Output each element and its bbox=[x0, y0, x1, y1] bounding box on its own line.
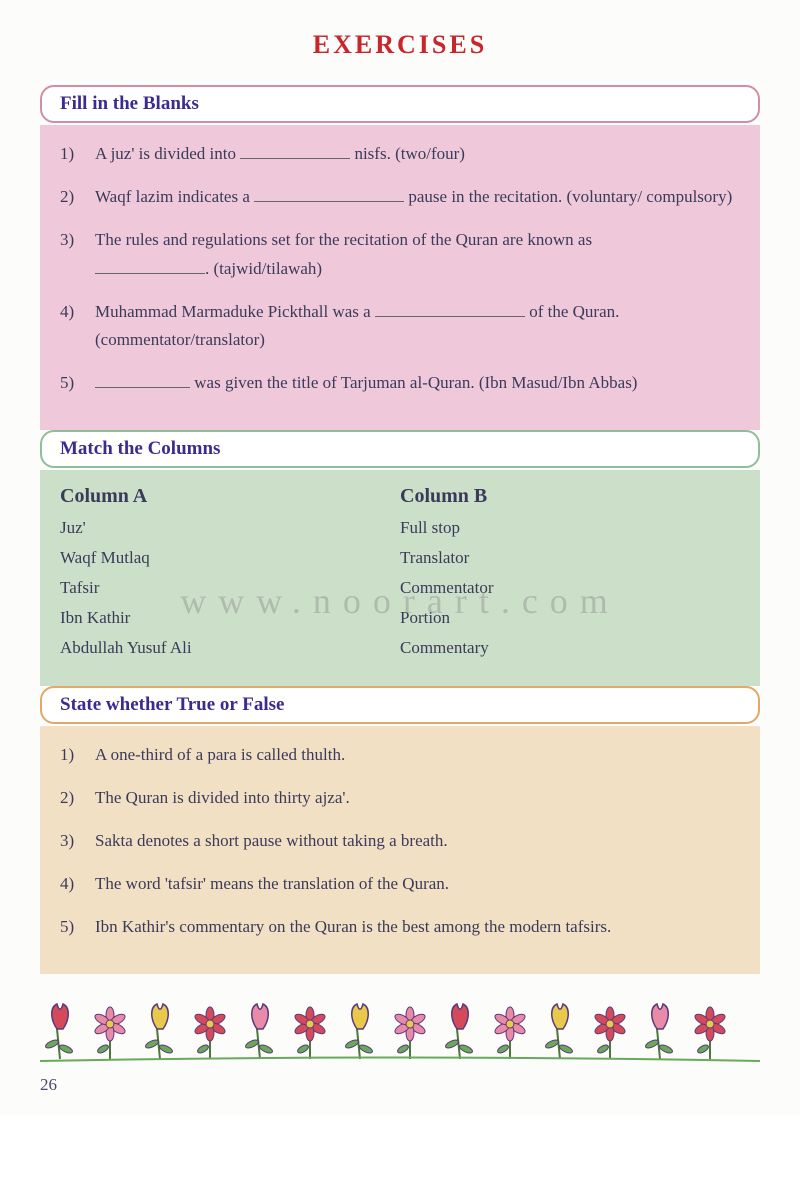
col-b-header: Column B bbox=[400, 485, 740, 508]
item-text: Ibn Kathir's commentary on the Quran is … bbox=[95, 913, 740, 942]
fill-blank-item: 4)Muhammad Marmaduke Pickthall was a of … bbox=[60, 298, 740, 356]
fill-blanks-header: Fill in the Blanks bbox=[40, 85, 760, 123]
item-number: 5) bbox=[60, 369, 95, 398]
true-false-item: 1)A one-third of a para is called thulth… bbox=[60, 741, 740, 770]
match-item-a: Juz' bbox=[60, 518, 400, 538]
item-number: 4) bbox=[60, 870, 95, 899]
fill-blank-item: 1)A juz' is divided into nisfs. (two/fou… bbox=[60, 140, 740, 169]
fill-blank-item: 2)Waqf lazim indicates a pause in the re… bbox=[60, 183, 740, 212]
item-text: A one-third of a para is called thulth. bbox=[95, 741, 740, 770]
match-item-a: Ibn Kathir bbox=[60, 608, 400, 628]
true-false-item: 2)The Quran is divided into thirty ajza'… bbox=[60, 784, 740, 813]
true-false-header: State whether True or False bbox=[40, 686, 760, 724]
item-number: 4) bbox=[60, 298, 95, 356]
item-text: Sakta denotes a short pause without taki… bbox=[95, 827, 740, 856]
match-item-b: Commentator bbox=[400, 578, 740, 598]
item-text: The rules and regulations set for the re… bbox=[95, 226, 740, 284]
match-col-b: Column B Full stop Translator Commentator P… bbox=[400, 485, 740, 668]
fill-blank-item: 3)The rules and regulations set for the … bbox=[60, 226, 740, 284]
item-text: The word 'tafsir' means the translation … bbox=[95, 870, 740, 899]
item-number: 3) bbox=[60, 827, 95, 856]
match-col-a: Column A Juz' Waqf Mutlaq Tafsir Ibn Kathir… bbox=[60, 485, 400, 668]
match-item-a: Abdullah Yusuf Ali bbox=[60, 638, 400, 658]
fill-blanks-body: 1)A juz' is divided into nisfs. (two/fou… bbox=[40, 125, 760, 430]
match-item-b: Commentary bbox=[400, 638, 740, 658]
item-text: The Quran is divided into thirty ajza'. bbox=[95, 784, 740, 813]
match-item-b: Portion bbox=[400, 608, 740, 628]
match-item-a: Tafsir bbox=[60, 578, 400, 598]
item-number: 1) bbox=[60, 741, 95, 770]
item-number: 2) bbox=[60, 784, 95, 813]
item-text: A juz' is divided into nisfs. (two/four) bbox=[95, 140, 740, 169]
page-number: 26 bbox=[40, 1075, 760, 1095]
flower-border bbox=[40, 989, 760, 1069]
fill-blank-item: 5) was given the title of Tarjuman al-Qu… bbox=[60, 369, 740, 398]
item-number: 3) bbox=[60, 226, 95, 284]
match-item-a: Waqf Mutlaq bbox=[60, 548, 400, 568]
item-text: Muhammad Marmaduke Pickthall was a of th… bbox=[95, 298, 740, 356]
true-false-item: 5)Ibn Kathir's commentary on the Quran i… bbox=[60, 913, 740, 942]
col-a-header: Column A bbox=[60, 485, 400, 508]
item-number: 5) bbox=[60, 913, 95, 942]
match-item-b: Translator bbox=[400, 548, 740, 568]
item-number: 1) bbox=[60, 140, 95, 169]
match-header: Match the Columns bbox=[40, 430, 760, 468]
true-false-body: 1)A one-third of a para is called thulth… bbox=[40, 726, 760, 973]
item-text: Waqf lazim indicates a pause in the reci… bbox=[95, 183, 740, 212]
true-false-item: 3)Sakta denotes a short pause without ta… bbox=[60, 827, 740, 856]
item-text: was given the title of Tarjuman al-Quran… bbox=[95, 369, 740, 398]
match-columns: Column A Juz' Waqf Mutlaq Tafsir Ibn Kathir… bbox=[60, 485, 740, 668]
match-body: Column A Juz' Waqf Mutlaq Tafsir Ibn Kathir… bbox=[40, 470, 760, 686]
true-false-item: 4)The word 'tafsir' means the translatio… bbox=[60, 870, 740, 899]
item-number: 2) bbox=[60, 183, 95, 212]
page: EXERCISES Fill in the Blanks 1)A juz' is… bbox=[0, 0, 800, 1115]
match-item-b: Full stop bbox=[400, 518, 740, 538]
page-title: EXERCISES bbox=[40, 30, 760, 60]
